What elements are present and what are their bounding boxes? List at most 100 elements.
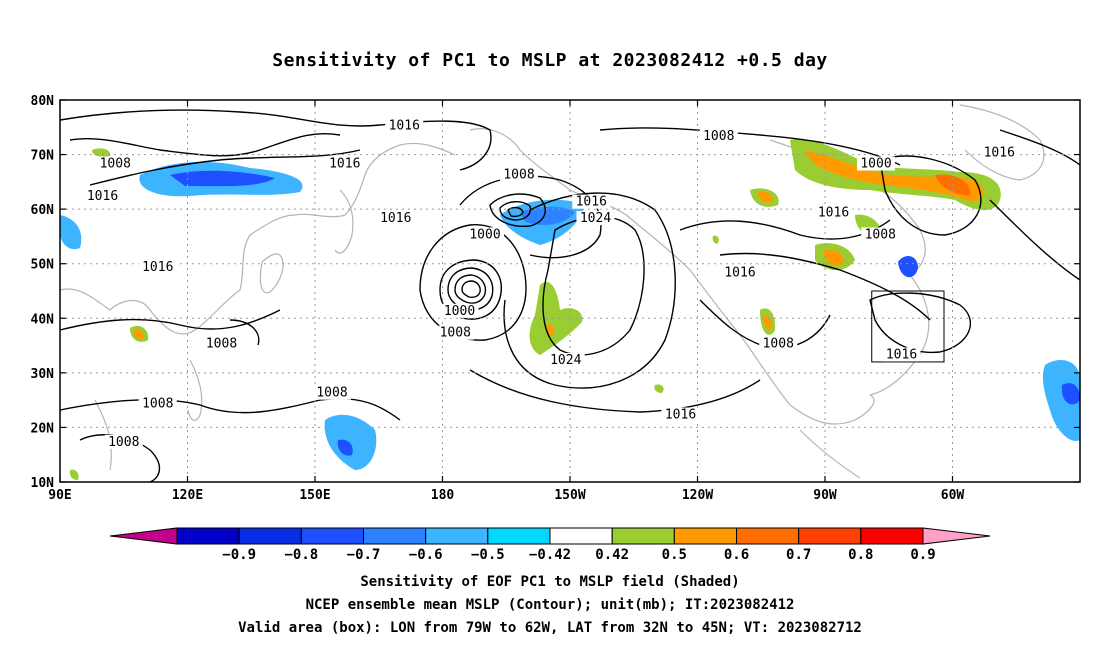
contour-label: 1000 (444, 304, 475, 319)
contour-labels: 1016 1008 1016 1016 1016 1008 1016 1024 1000 1008… (83, 118, 1019, 450)
coastline-asia-east (59, 142, 456, 335)
shade-pos-greenland-core (805, 150, 984, 201)
contour-label-bg (385, 118, 424, 133)
contour-1016-atlantic (989, 199, 1081, 281)
colorbar-label: −0.6 (409, 547, 443, 563)
contour-1008-taiwan (79, 434, 161, 483)
colorbar-swatch (673, 527, 737, 545)
colorbar-label: −0.42 (529, 547, 571, 563)
colorbar-right-arrow (922, 527, 991, 545)
shade-pos-hudson-core (758, 191, 773, 203)
contour-label-bg (857, 156, 895, 171)
lon-tick-label: 150W (554, 488, 585, 503)
contour-label: 1016 (576, 195, 607, 210)
contour-label: 1008 (763, 337, 794, 352)
contour-label: 1016 (389, 118, 420, 133)
lon-axis: 90E 120E 150E 180 150W 120W 90W 60W (48, 100, 964, 503)
colorbar: −0.9 −0.8 −0.7 −0.6 −0.5 −0.42 0.42 0.5 0.6 0.7 0.… (109, 527, 991, 563)
contour-label: 1008 (703, 129, 734, 144)
contour-label: 1016 (380, 211, 411, 226)
lat-axis: 80N 70N 60N 50N 40N 30N 20N 10N (31, 94, 1080, 491)
contour-label: 1016 (142, 260, 173, 275)
lon-tick-label: 150E (299, 488, 330, 503)
coastline-kamchatka (334, 189, 354, 254)
coastline-na-west (629, 217, 791, 406)
shade-neg-siberia-core (170, 170, 275, 187)
contour-pac-low-4 (461, 280, 481, 299)
contour-label: 1000 (469, 227, 500, 242)
lon-tick-label: 90E (48, 488, 71, 503)
shade-pos-small1 (92, 148, 111, 157)
colorbar-swatch (363, 527, 427, 545)
contour-1016-box (869, 292, 971, 354)
shade-neg-left (60, 215, 82, 250)
coastline-philippines (187, 359, 203, 422)
contour-aleutian-3 (507, 206, 524, 218)
shade-pos-npac (529, 281, 583, 355)
contour-label: 1008 (316, 386, 347, 401)
colorbar-label: 0.8 (848, 547, 873, 563)
contour-label-bg (576, 211, 615, 226)
contour-label-bg (882, 347, 921, 362)
colorbar-swatch (549, 527, 613, 545)
contour-label-bg (980, 145, 1019, 160)
contour-label-bg (814, 205, 853, 220)
footer-line-3: Valid area (box): LON from 79W to 62W, L… (238, 620, 862, 636)
contour-label: 1024 (550, 353, 581, 368)
contour-label-bg (104, 434, 143, 449)
contour-1008-greenland (599, 127, 901, 166)
contour-1016-north (59, 109, 492, 171)
lon-tick-label: 180 (431, 488, 455, 503)
coastline-central-america (799, 429, 861, 479)
colorbar-swatch (860, 527, 924, 545)
contour-label-bg (440, 303, 479, 318)
lat-tick-label: 40N (31, 312, 55, 327)
contour-label-bg (138, 260, 177, 275)
lat-tick-label: 50N (31, 258, 55, 273)
contour-label: 1008 (865, 227, 896, 242)
contour-label-bg (699, 129, 738, 144)
lon-tick-label: 60W (941, 488, 965, 503)
colorbar-label: −0.8 (284, 547, 318, 563)
coastline-japan (259, 253, 284, 294)
coastline-gulf (789, 394, 875, 425)
shade-pos-small3 (712, 235, 719, 244)
shade-neg-atlantic-core (1061, 383, 1080, 405)
colorbar-label: −0.7 (347, 547, 381, 563)
contour-label: 1016 (87, 189, 118, 204)
shade-neg-bering-core (520, 206, 575, 225)
colorbar-swatch (736, 527, 800, 545)
contour-label-bg (325, 156, 364, 171)
colorbar-left-arrow (109, 527, 178, 545)
colorbar-label: 0.5 (662, 547, 687, 563)
contour-label-bg (138, 396, 177, 411)
contour-label: 1008 (440, 326, 471, 341)
contour-1016-siberia (89, 149, 361, 186)
shade-pos-small4 (69, 469, 79, 480)
colorbar-label: 0.6 (724, 547, 749, 563)
shade-pos-central-core (823, 249, 844, 266)
contour-label-bg (202, 336, 241, 351)
shade-neg-nova (898, 256, 918, 278)
contour-label: 1016 (665, 408, 696, 423)
colorbar-swatch (425, 527, 489, 545)
contour-1000-greenland (879, 155, 982, 236)
contour-aleutian-1 (489, 193, 546, 227)
contour-pac-low-3 (454, 274, 487, 304)
colorbar-swatch (176, 527, 240, 545)
shade-neg-pacific-core (337, 439, 353, 456)
contour-label-bg (96, 156, 135, 171)
contour-label-bg (759, 336, 798, 351)
lat-tick-label: 80N (31, 94, 55, 109)
contour-label: 1008 (142, 397, 173, 412)
colorbar-swatch (487, 527, 551, 545)
contour-1016-subtrop (469, 369, 761, 413)
contour-label-bg (661, 407, 700, 422)
contour-label-bg (376, 211, 415, 226)
contour-1024-high (542, 216, 645, 356)
contour-label-bg (83, 189, 122, 204)
lat-tick-label: 30N (31, 367, 55, 382)
contour-label: 1016 (886, 347, 917, 362)
shade-neg-pacific-low (324, 414, 377, 470)
